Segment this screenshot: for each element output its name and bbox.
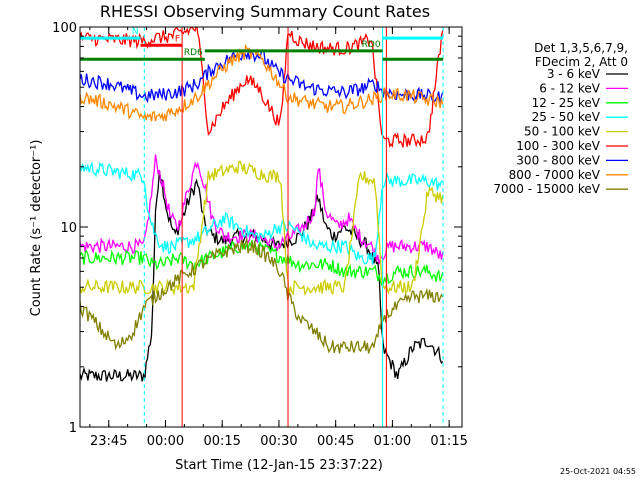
y-tick-label: 100	[52, 21, 77, 36]
legend-label-50-100-kev: 50 - 100 keV	[524, 125, 601, 139]
plot-area	[80, 27, 462, 427]
flag-label-rd6: RD6	[184, 48, 203, 58]
x-tick-label: 00:15	[203, 434, 240, 449]
y-axis-label: Count Rate (s⁻¹ detector⁻¹)	[29, 140, 44, 317]
y-tick-label: 10	[60, 221, 77, 236]
x-tick-label: 00:00	[147, 434, 184, 449]
legend-label-12-25-kev: 12 - 25 keV	[532, 96, 601, 110]
x-tick-label: 01:15	[430, 434, 467, 449]
legend-label-300-800-kev: 300 - 800 keV	[516, 153, 600, 167]
x-tick-label: 00:45	[317, 434, 354, 449]
flag-label-f: F	[175, 34, 180, 44]
chart-title: RHESSI Observing Summary Count Rates	[100, 2, 430, 21]
footer-timestamp: 25-Oct-2021 04:55	[560, 467, 636, 476]
x-tick-label: 00:30	[260, 434, 297, 449]
legend-label-7000-15000-kev: 7000 - 15000 keV	[493, 182, 600, 196]
legend-header-line-2: FDecim 2, Att 0	[535, 55, 628, 69]
flags-layer: N F RD6 RD0	[80, 27, 444, 61]
y-tick-label: 1	[69, 421, 77, 436]
flag-label-n: N	[132, 27, 139, 37]
legend-label-3-6-kev: 3 - 6 keV	[547, 67, 601, 81]
axes-layer: 23:45 00:00 00:15 00:30 00:45 01:00 01:15 1 10 10…	[52, 21, 468, 449]
legend-label-6-12-kev: 6 - 12 keV	[539, 81, 601, 95]
legend-header-line-1: Det 1,3,5,6,7,9,	[534, 41, 628, 55]
legend-label-100-300-kev: 100 - 300 keV	[516, 139, 600, 153]
markers-layer	[143, 27, 444, 427]
x-tick-label: 01:00	[374, 434, 411, 449]
flag-label-rd0: RD0	[362, 40, 381, 50]
legend-label-800-7000-kev: 800 - 7000 keV	[509, 168, 601, 182]
x-axis-label: Start Time (12-Jan-15 23:37:22)	[175, 458, 383, 473]
x-tick-label: 23:45	[90, 434, 127, 449]
legend-label-25-50-kev: 25 - 50 keV	[532, 110, 601, 124]
